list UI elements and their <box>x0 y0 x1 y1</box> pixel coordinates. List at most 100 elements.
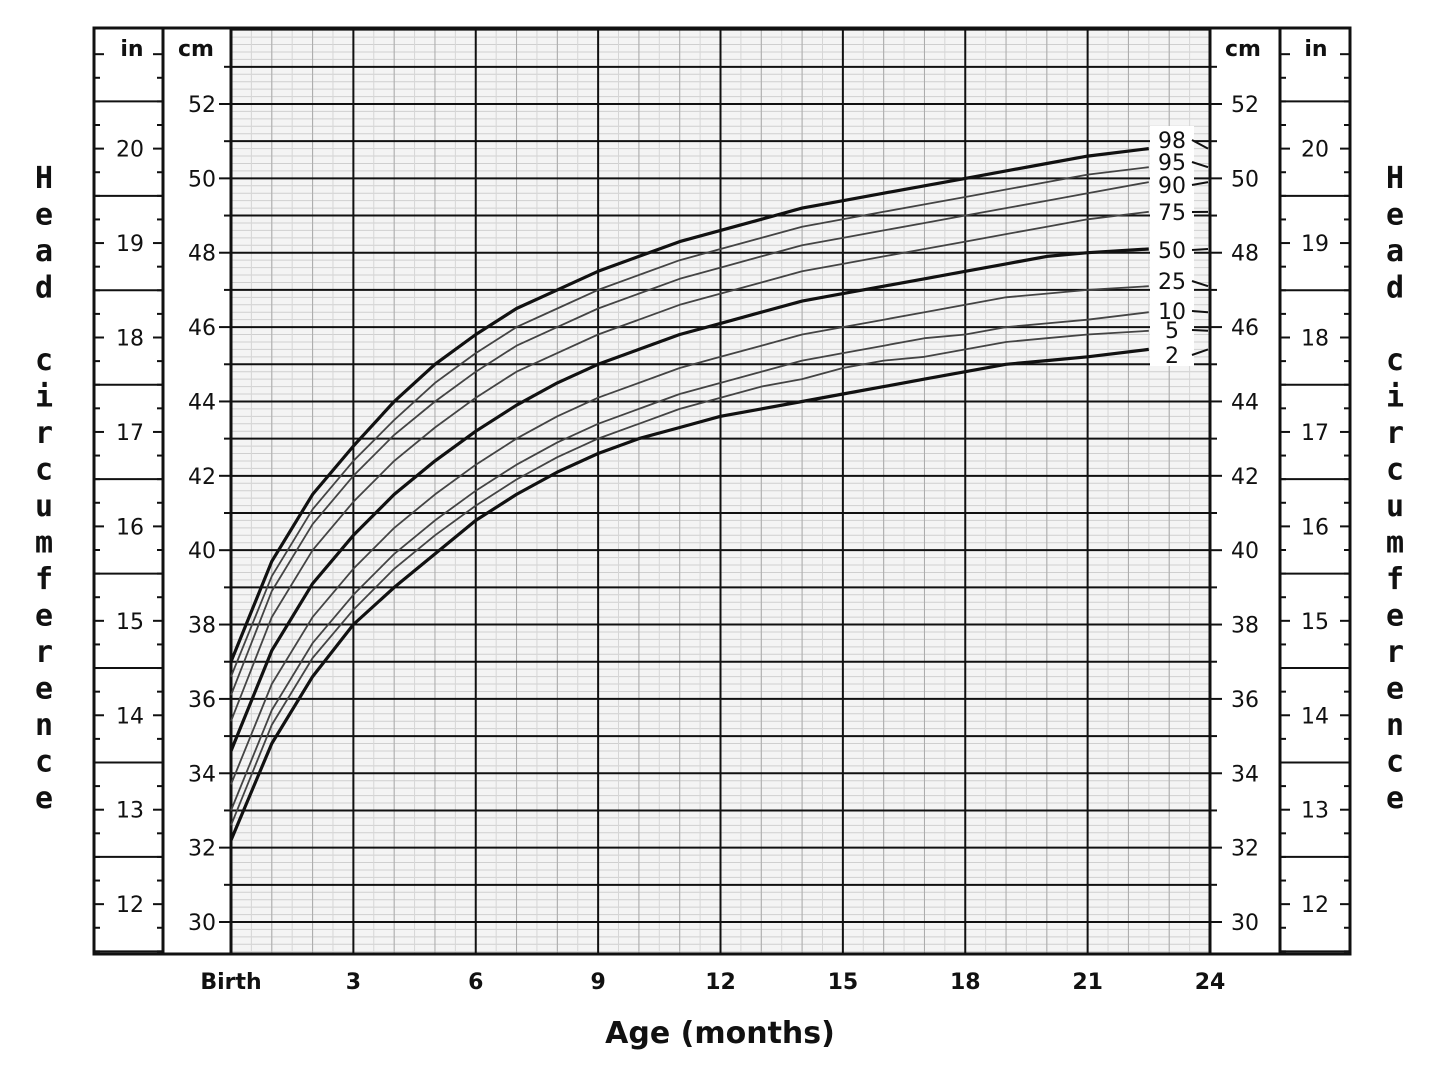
cm-tick-label: 50 <box>1231 167 1259 192</box>
cm-unit-right: cm <box>1225 37 1261 62</box>
y-axis-title-letter: r <box>35 416 53 451</box>
inch-tick-label: 12 <box>116 893 144 918</box>
inch-tick-label: 18 <box>116 327 144 352</box>
cm-tick-label: 34 <box>1231 762 1259 787</box>
percentile-label-25: 25 <box>1158 270 1186 295</box>
percentile-curve-5 <box>230 329 1149 826</box>
cm-tick-label: 40 <box>188 539 216 564</box>
inch-tick-label: 16 <box>1301 515 1329 540</box>
y-axis-title-letter: c <box>35 453 53 488</box>
x-tick-label: Birth <box>200 970 261 995</box>
percentile-label-connector <box>1191 310 1209 314</box>
cm-tick-label: 38 <box>1231 614 1259 639</box>
y-axis-title-letter: i <box>1386 380 1404 415</box>
cm-tick-label: 36 <box>1231 688 1259 713</box>
percentile-curve-50 <box>229 247 1149 752</box>
cm-tick-label: 46 <box>1231 316 1259 341</box>
x-tick-label: 18 <box>950 970 981 995</box>
percentile-curve-90 <box>230 181 1149 696</box>
y-axis-title-letter: f <box>1386 562 1404 597</box>
inch-tick-label: 20 <box>116 138 144 163</box>
cm-tick-label: 48 <box>1231 242 1259 267</box>
inch-tick-label: 17 <box>1301 421 1329 446</box>
percentile-label-10: 10 <box>1158 300 1186 325</box>
cm-tick-label: 52 <box>188 93 216 118</box>
y-axis-title-letter: e <box>1386 198 1404 233</box>
y-axis-title-letter: e <box>1386 781 1404 816</box>
cm-tick-label: 32 <box>1231 837 1259 862</box>
y-axis-title-letter: c <box>1386 745 1404 780</box>
x-tick-label: 6 <box>468 970 483 995</box>
inch-tick-label: 13 <box>116 799 144 824</box>
cm-tick-label: 44 <box>1231 390 1259 415</box>
percentile-curve-10 <box>230 311 1149 811</box>
x-axis-title: Age (months) <box>605 1016 835 1051</box>
cm-tick-label: 34 <box>188 762 216 787</box>
cm-tick-label: 36 <box>188 688 216 713</box>
percentile-label-75: 75 <box>1158 201 1186 226</box>
y-axis-title-letter: e <box>35 198 53 233</box>
y-axis-title-letter: r <box>1386 416 1404 451</box>
percentile-curve-2 <box>229 347 1149 841</box>
y-axis-title-letter: m <box>35 526 53 561</box>
cm-tick-label: 48 <box>188 242 216 267</box>
chart-frame <box>92 26 1352 956</box>
in-unit-right: in <box>1304 37 1327 62</box>
cm-tick-label: 38 <box>188 614 216 639</box>
y-axis-title-letter: e <box>35 599 53 634</box>
y-axis-title-letter: f <box>35 562 53 597</box>
cm-tick-label: 52 <box>1231 93 1259 118</box>
percentile-curve-95 <box>230 166 1149 677</box>
inch-tick-label: 14 <box>116 704 144 729</box>
inch-tick-label: 15 <box>116 610 144 635</box>
percentile-label-connector <box>1191 139 1209 150</box>
percentile-label-98: 98 <box>1158 129 1186 154</box>
grid <box>230 28 1211 954</box>
y-axis-title-letter: c <box>35 343 53 378</box>
inch-tick-label: 15 <box>1301 610 1329 635</box>
inch-tick-label: 19 <box>116 232 144 257</box>
percentile-curve-98 <box>229 147 1149 663</box>
y-axis-title-letter: n <box>35 708 53 743</box>
inch-tick-label: 20 <box>1301 138 1329 163</box>
y-axis-title-letter: m <box>1386 526 1404 561</box>
x-tick-label: 21 <box>1072 970 1103 995</box>
inch-tick-label: 14 <box>1301 704 1329 729</box>
cm-tick-label: 50 <box>188 167 216 192</box>
y-axis-title-letter: d <box>35 271 53 306</box>
y-axis-title-letter: H <box>35 161 53 196</box>
percentile-label-connector <box>1191 161 1209 169</box>
outer-border <box>92 26 1352 956</box>
y-axis-title-letter: e <box>35 672 53 707</box>
y-axis-title-letter: u <box>35 489 53 524</box>
y-axis-title-letter: a <box>1386 234 1404 269</box>
y-axis-title-letter: n <box>1386 708 1404 743</box>
y-axis-title-letter: e <box>1386 599 1404 634</box>
percentile-label-connector <box>1191 329 1209 332</box>
percentile-label-connector <box>1191 348 1209 356</box>
y-axis-title-letter: H <box>1386 161 1404 196</box>
cm-tick-label: 44 <box>188 390 216 415</box>
y-axis-title-letter: r <box>1386 635 1404 670</box>
percentile-label-95: 95 <box>1158 151 1186 176</box>
y-axis-title-letter: e <box>1386 672 1404 707</box>
x-tick-label: 24 <box>1195 970 1226 995</box>
cm-tick-label: 32 <box>188 837 216 862</box>
y-axis-title-letter: e <box>35 781 53 816</box>
y-axis-title-letter: a <box>35 234 53 269</box>
percentile-label-5: 5 <box>1165 319 1179 344</box>
percentile-label-connector <box>1191 248 1209 251</box>
inch-tick-label: 12 <box>1301 893 1329 918</box>
inch-tick-label: 13 <box>1301 799 1329 824</box>
percentile-label-50: 50 <box>1158 239 1186 264</box>
cm-tick-label: 46 <box>188 316 216 341</box>
percentile-curve-25 <box>230 285 1149 785</box>
cm-tick-label: 30 <box>188 911 216 936</box>
cm-tick-label: 42 <box>1231 465 1259 490</box>
y-axis-title-letter: c <box>1386 453 1404 488</box>
percentile-curves <box>229 147 1149 841</box>
inch-tick-label: 17 <box>116 421 144 446</box>
